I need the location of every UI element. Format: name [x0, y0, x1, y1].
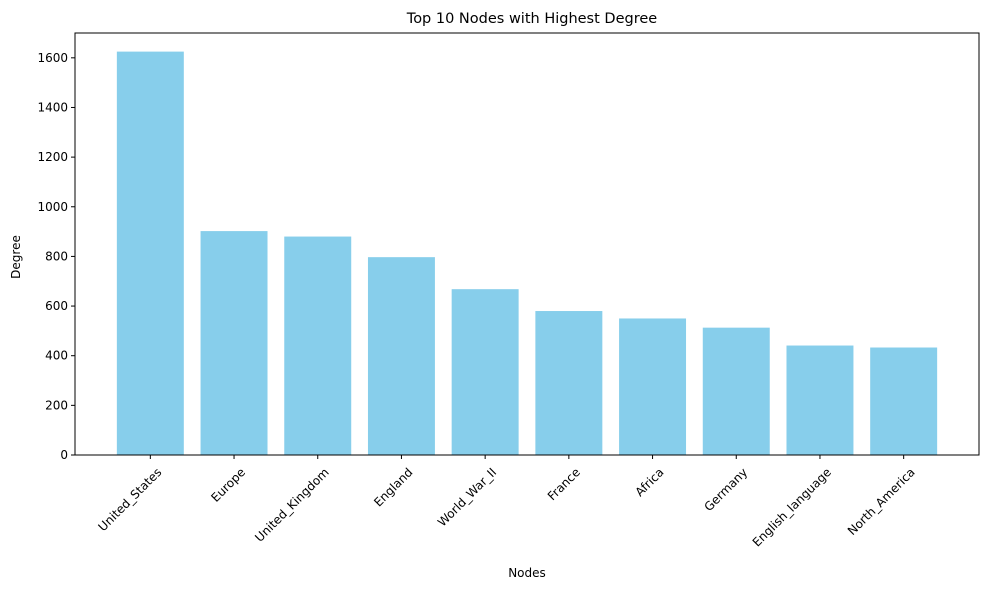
bar-germany — [702, 327, 770, 455]
y-axis-label: Degree — [9, 235, 23, 279]
y-axis: 0 200 400 600 800 1000 1200 1400 1600 — [37, 51, 75, 462]
x-tick-label: World_War_II — [435, 465, 499, 529]
bar-africa — [619, 318, 687, 455]
x-tick-label: Germany — [701, 465, 750, 514]
bar-english-language — [786, 345, 854, 455]
x-axis-label: Nodes — [508, 566, 546, 580]
bars-group — [116, 51, 938, 455]
y-tick-label: 0 — [60, 448, 68, 462]
x-tick-label: England — [371, 465, 415, 509]
chart-title: Top 10 Nodes with Highest Degree — [406, 11, 657, 27]
x-tick-label: United_States — [95, 465, 164, 534]
x-tick-label: Europe — [208, 465, 248, 505]
plot-frame — [74, 32, 980, 456]
y-tick-label: 400 — [45, 349, 68, 363]
x-tick-label: Africa — [633, 465, 667, 499]
x-tick-label: North_America — [845, 465, 918, 538]
y-tick-label: 1600 — [37, 51, 68, 65]
bar-world-war-ii — [451, 289, 519, 455]
y-tick-label: 200 — [45, 398, 68, 412]
bar-united-states — [116, 51, 184, 455]
y-tick-label: 1200 — [37, 150, 68, 164]
x-tick-label: United_Kingdom — [252, 465, 332, 545]
bar-france — [535, 311, 603, 455]
y-tick-label: 800 — [45, 249, 68, 263]
x-tick-label: France — [545, 465, 583, 503]
y-tick-label: 600 — [45, 299, 68, 313]
y-tick-label: 1400 — [37, 100, 68, 114]
bar-united-kingdom — [284, 236, 352, 455]
x-tick-label: English_language — [750, 465, 834, 549]
x-axis: United_States Europe United_Kingdom England… — [95, 455, 918, 549]
bar-england — [367, 257, 435, 455]
bar-north-america — [870, 347, 938, 455]
y-tick-label: 1000 — [37, 200, 68, 214]
bar-europe — [200, 231, 268, 455]
